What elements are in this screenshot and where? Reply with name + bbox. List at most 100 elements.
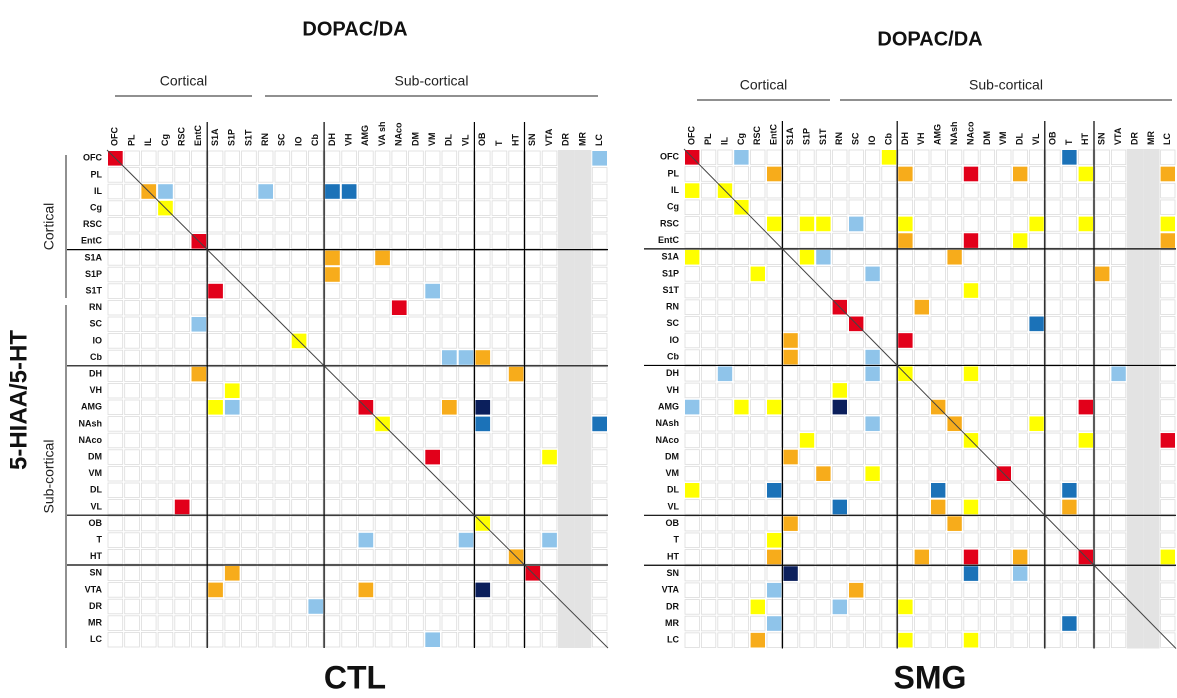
cell bbox=[767, 166, 782, 182]
empty-cell bbox=[491, 432, 508, 449]
empty-cell bbox=[341, 532, 357, 548]
empty-cell bbox=[107, 167, 124, 183]
empty-cell bbox=[832, 449, 848, 465]
empty-cell bbox=[224, 416, 240, 432]
empty-cell bbox=[1012, 449, 1028, 465]
empty-cell bbox=[930, 299, 946, 315]
empty-cell bbox=[717, 249, 733, 265]
empty-cell bbox=[491, 250, 508, 266]
empty-cell bbox=[374, 333, 391, 349]
empty-cell bbox=[1061, 382, 1077, 399]
empty-cell bbox=[848, 266, 864, 282]
empty-cell bbox=[391, 366, 407, 382]
empty-cell bbox=[140, 465, 157, 482]
empty-cell bbox=[996, 615, 1012, 632]
empty-cell bbox=[733, 266, 750, 282]
cell bbox=[881, 150, 897, 165]
empty-cell bbox=[291, 183, 307, 200]
empty-cell bbox=[1029, 332, 1045, 349]
empty-cell bbox=[591, 283, 608, 299]
empty-cell bbox=[241, 349, 257, 366]
empty-cell bbox=[508, 266, 524, 283]
column-label: VM bbox=[427, 133, 437, 147]
empty-cell bbox=[979, 216, 996, 232]
empty-cell bbox=[1078, 182, 1094, 199]
empty-cell bbox=[124, 150, 140, 167]
empty-cell bbox=[274, 482, 291, 499]
empty-cell bbox=[1061, 565, 1077, 582]
empty-cell bbox=[257, 333, 274, 349]
empty-cell bbox=[766, 182, 782, 199]
empty-cell bbox=[684, 282, 700, 299]
row-label: PL bbox=[667, 168, 679, 178]
empty-cell bbox=[701, 349, 717, 365]
empty-cell bbox=[1078, 266, 1094, 282]
empty-cell bbox=[1045, 382, 1061, 399]
empty-cell bbox=[996, 449, 1012, 465]
empty-cell bbox=[491, 399, 508, 416]
empty-cell bbox=[424, 499, 441, 515]
empty-cell bbox=[374, 233, 391, 250]
empty-cell bbox=[140, 200, 157, 216]
empty-cell bbox=[474, 316, 491, 333]
empty-cell bbox=[947, 465, 963, 482]
empty-cell bbox=[1012, 499, 1028, 515]
empty-cell bbox=[848, 432, 864, 449]
empty-cell bbox=[458, 366, 474, 382]
empty-cell bbox=[1111, 382, 1127, 399]
empty-cell bbox=[224, 582, 240, 598]
empty-cell bbox=[541, 316, 558, 333]
empty-cell bbox=[157, 399, 174, 416]
empty-cell bbox=[307, 233, 324, 250]
row-label: DM bbox=[88, 451, 102, 461]
empty-cell bbox=[865, 299, 881, 315]
empty-cell bbox=[897, 249, 914, 265]
empty-cell bbox=[881, 432, 897, 449]
empty-cell bbox=[291, 465, 307, 482]
empty-cell bbox=[257, 582, 274, 598]
empty-cell bbox=[1029, 382, 1045, 399]
empty-cell bbox=[307, 266, 324, 283]
empty-cell bbox=[979, 249, 996, 265]
empty-cell bbox=[1029, 532, 1045, 549]
empty-cell bbox=[374, 549, 391, 565]
empty-cell bbox=[881, 182, 897, 199]
empty-cell bbox=[684, 299, 700, 315]
empty-cell bbox=[157, 582, 174, 598]
empty-cell bbox=[591, 565, 608, 582]
empty-cell bbox=[1094, 599, 1110, 615]
cell bbox=[783, 449, 798, 465]
empty-cell bbox=[474, 299, 491, 316]
empty-cell bbox=[458, 515, 474, 532]
empty-cell bbox=[865, 582, 881, 598]
empty-cell bbox=[930, 249, 946, 265]
empty-cell bbox=[783, 266, 799, 282]
empty-cell bbox=[191, 283, 207, 299]
empty-cell bbox=[491, 299, 508, 316]
empty-cell bbox=[591, 598, 608, 615]
empty-cell bbox=[358, 333, 374, 349]
empty-cell bbox=[1061, 299, 1077, 315]
empty-cell bbox=[441, 449, 458, 465]
empty-cell bbox=[174, 200, 190, 216]
empty-cell bbox=[324, 482, 341, 499]
empty-cell bbox=[1061, 216, 1077, 232]
empty-cell bbox=[591, 465, 608, 482]
empty-cell bbox=[157, 598, 174, 615]
empty-cell bbox=[224, 499, 240, 515]
empty-cell bbox=[157, 515, 174, 532]
empty-cell bbox=[783, 549, 799, 565]
cell bbox=[865, 266, 880, 282]
empty-cell bbox=[424, 549, 441, 565]
empty-cell bbox=[1029, 299, 1045, 315]
empty-cell bbox=[257, 200, 274, 216]
empty-cell bbox=[979, 299, 996, 315]
column-label: Cg bbox=[736, 133, 746, 145]
empty-cell bbox=[1094, 199, 1110, 215]
empty-cell bbox=[832, 432, 848, 449]
empty-cell bbox=[257, 632, 274, 648]
empty-cell bbox=[391, 233, 407, 250]
empty-cell bbox=[750, 449, 766, 465]
empty-cell bbox=[865, 565, 881, 582]
empty-cell bbox=[717, 632, 733, 648]
